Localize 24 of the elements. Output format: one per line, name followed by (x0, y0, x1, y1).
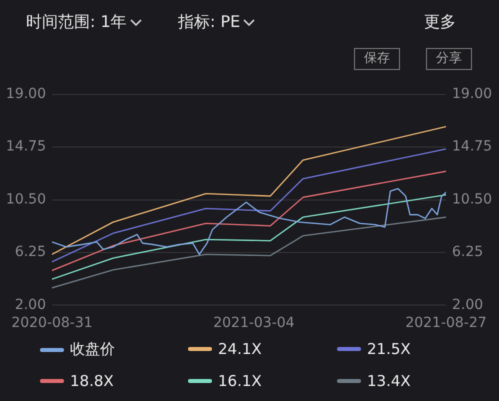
legend-label: 18.8X (70, 372, 114, 390)
legend-label: 收盘价 (70, 340, 115, 359)
legend-label: 13.4X (367, 372, 411, 390)
y2-tick-label: 6.25 (452, 244, 484, 260)
legend-label: 16.1X (218, 372, 262, 390)
legend-label: 21.5X (367, 340, 411, 358)
y-tick-label: 2.00 (14, 296, 46, 313)
text: 分享 (436, 51, 462, 66)
text: 指标: PE (178, 12, 240, 33)
y-tick-label: 10.50 (6, 191, 46, 208)
x-tick-label: 2021-08-27 (405, 315, 487, 332)
x-tick-label: 2020-08-31 (11, 315, 93, 332)
y-tick-label: 6.25 (14, 244, 46, 260)
text: 保存 (364, 51, 390, 66)
y2-tick-label: 14.75 (452, 138, 492, 155)
text: 时间范围: 1年 (26, 12, 127, 33)
y-tick-label: 19.00 (6, 86, 46, 102)
text: 更多 (424, 12, 456, 33)
legend-label: 24.1X (218, 340, 262, 358)
y2-tick-label: 19.00 (452, 86, 492, 102)
y-tick-label: 14.75 (6, 138, 46, 155)
x-tick-label: 2021-03-04 (213, 315, 295, 332)
y2-tick-label: 10.50 (452, 191, 492, 208)
y2-tick-label: 2.00 (452, 296, 484, 313)
